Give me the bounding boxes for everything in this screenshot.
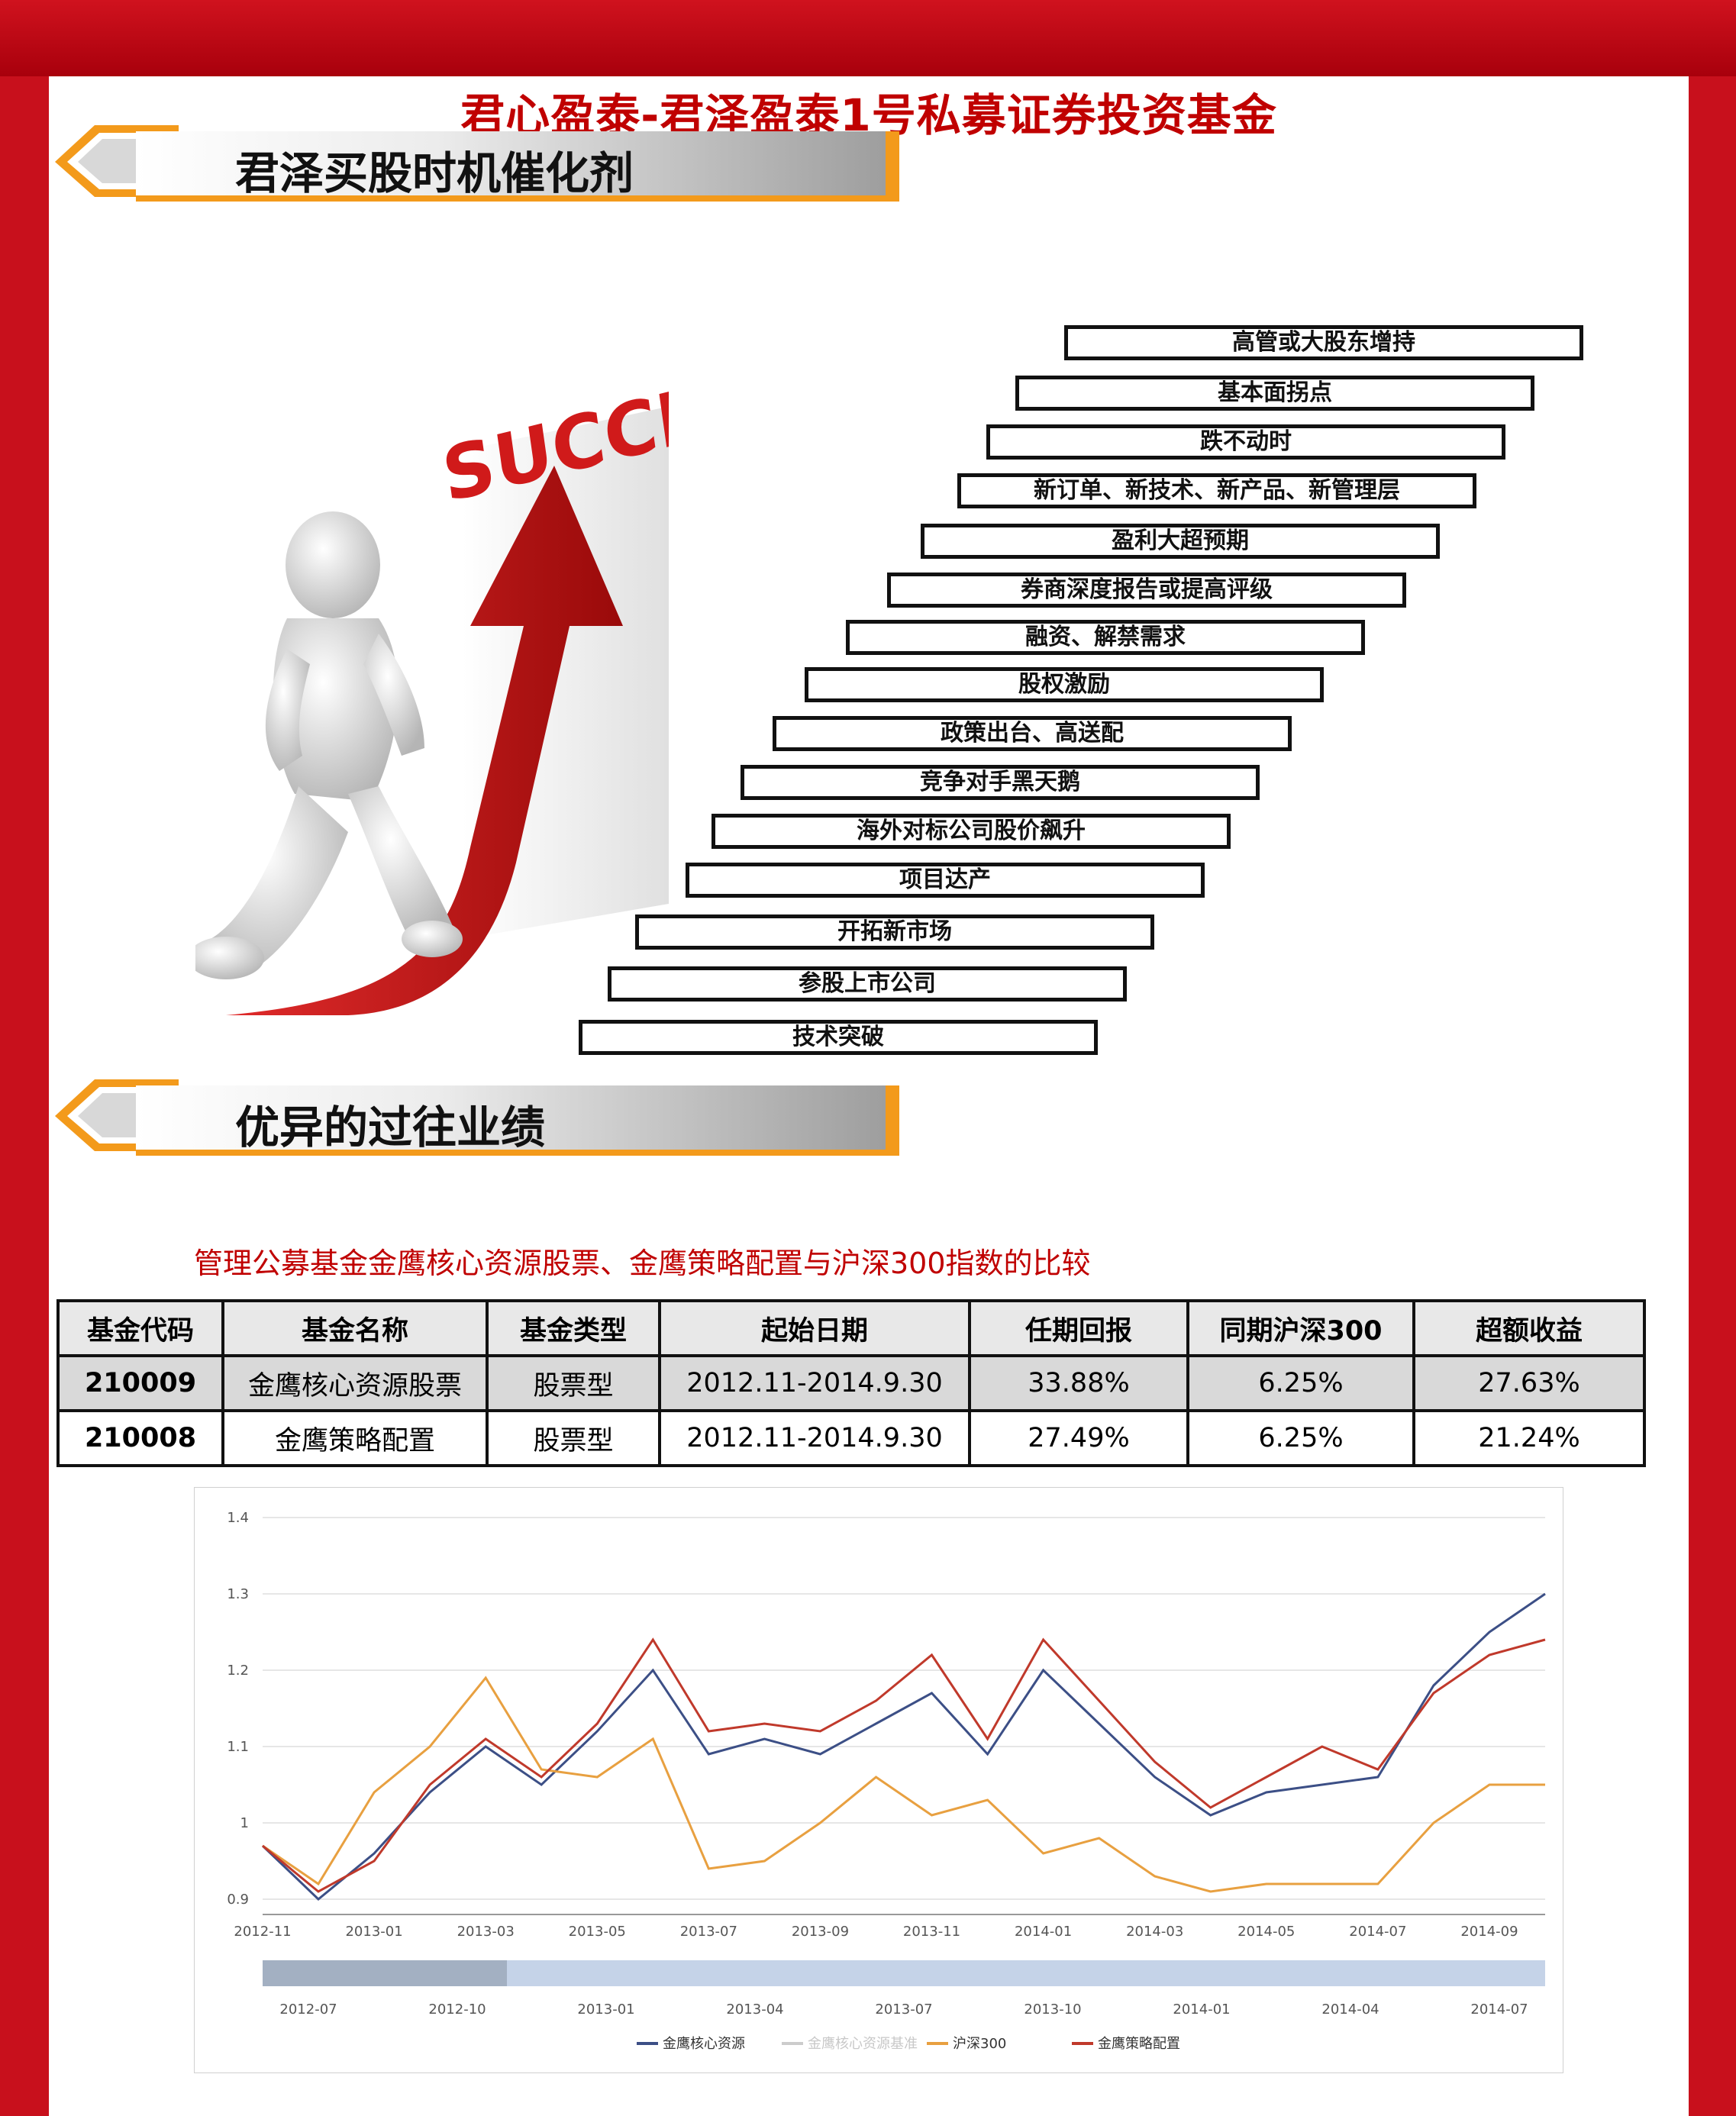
navigator-label: 2013-10 [1024,2001,1081,2018]
start-date-cell: 2012.11-2014.9.30 [658,1409,971,1467]
fund-comparison-table: 基金代码 基金名称 基金类型 起始日期 任期回报 同期沪深300 超额收益 21… [56,1299,1646,1467]
x-tick-label: 2013-09 [792,1924,849,1940]
catalyst-step: 高管或大股东增持 [1064,325,1583,360]
excess-return-cell: 27.63% [1412,1354,1646,1412]
section-header-bar [136,1085,899,1156]
excess-return-cell: 21.24% [1412,1409,1646,1467]
navigator-label: 2012-10 [428,2001,486,2018]
table-row: 210009 金鹰核心资源股票 股票型 2012.11-2014.9.30 33… [56,1354,1646,1412]
catalyst-step: 股权激励 [805,667,1324,702]
navigator-label: 2012-07 [279,2001,337,2018]
series-line [261,1592,1546,1901]
column-header: 超额收益 [1412,1299,1646,1357]
y-tick-label: 1.2 [227,1663,249,1679]
catalyst-step: 融资、解禁需求 [846,620,1365,655]
navigator-label: 2013-07 [875,2001,932,2018]
navigator-label: 2013-04 [726,2001,783,2018]
section-header-bar [136,131,899,202]
performance-line-chart: 1.4 1.3 1.2 1.1 1 0.9 2012-11 2013-01 2013-03 201… [194,1487,1563,2073]
catalyst-step: 海外对标公司股价飙升 [712,814,1231,849]
start-date-cell: 2012.11-2014.9.30 [658,1354,971,1412]
series-line [262,1637,1546,1893]
x-tick-label: 2014-09 [1460,1924,1518,1940]
section-header-catalysts: 君泽买股时机催化剂 [55,118,937,202]
catalyst-step: 政策出台、高送配 [773,716,1292,751]
table-header-row: 基金代码 基金名称 基金类型 起始日期 任期回报 同期沪深300 超额收益 [56,1299,1646,1357]
legend-label: 沪深300 [953,2036,1006,2052]
x-tick-label: 2013-01 [345,1924,402,1940]
legend-label: 金鹰策略配置 [1098,2036,1180,2052]
section-title: 优异的过往业绩 [235,1102,546,1153]
x-tick-label: 2012-11 [234,1924,291,1940]
column-header: 任期回报 [968,1299,1189,1357]
x-tick-label: 2014-03 [1126,1924,1183,1940]
column-header: 同期沪深300 [1186,1299,1415,1357]
top-banner [0,0,1736,76]
column-header: 基金类型 [486,1299,661,1357]
fund-name-cell: 金鹰核心资源股票 [221,1354,489,1412]
x-tick-label: 2013-11 [903,1924,960,1940]
success-illustration: SUCCESS [195,344,669,1015]
catalyst-step: 券商深度报告或提高评级 [887,573,1406,608]
x-tick-label: 2013-07 [680,1924,737,1940]
catalyst-step: 项目达产 [686,863,1205,898]
catalyst-step: 参股上市公司 [608,966,1127,1002]
column-header: 起始日期 [658,1299,971,1357]
x-tick-label: 2014-07 [1349,1924,1406,1940]
hs300-return-cell: 6.25% [1186,1409,1415,1467]
y-tick-label: 0.9 [227,1892,249,1908]
catalyst-step: 盈利大超预期 [921,524,1440,559]
navigator-label: 2014-01 [1173,2001,1230,2018]
x-tick-label: 2013-03 [457,1924,515,1940]
tenure-return-cell: 33.88% [968,1354,1189,1412]
column-header: 基金代码 [56,1299,224,1357]
x-tick-label: 2014-05 [1237,1924,1295,1940]
x-tick-label: 2014-01 [1015,1924,1072,1940]
section-header-performance: 优异的过往业绩 [55,1072,937,1156]
x-tick-label: 2013-05 [569,1924,626,1940]
hs300-return-cell: 6.25% [1186,1354,1415,1412]
y-tick-label: 1.3 [227,1586,249,1602]
fund-type-cell: 股票型 [486,1409,661,1467]
series-line [262,1676,1545,1893]
column-header: 基金名称 [221,1299,489,1357]
legend-label: 金鹰核心资源基准 [808,2036,918,2052]
catalyst-step: 技术突破 [579,1020,1098,1055]
table-row: 210008 金鹰策略配置 股票型 2012.11-2014.9.30 27.4… [56,1409,1646,1467]
fund-name-cell: 金鹰策略配置 [221,1409,489,1467]
tenure-return-cell: 27.49% [968,1409,1189,1467]
page: 君心盈泰-君泽盈泰1号私募证券投资基金 君泽买股时机催化剂 SUCCESS [49,76,1689,2116]
y-tick-label: 1.1 [227,1739,249,1755]
fund-type-cell: 股票型 [486,1354,661,1412]
navigator-handle [263,1960,507,1986]
legend-label: 金鹰核心资源 [663,2036,745,2052]
y-tick-label: 1 [240,1815,249,1831]
navigator-label: 2013-01 [577,2001,634,2018]
comparison-subtitle: 管理公募基金金鹰核心资源股票、金鹰策略配置与沪深300指数的比较 [194,1247,1091,1280]
y-tick-label: 1.4 [227,1510,249,1526]
catalyst-step: 跌不动时 [986,424,1505,460]
fund-code-cell: 210008 [56,1409,224,1467]
catalyst-step: 新订单、新技术、新产品、新管理层 [957,473,1476,508]
section-title: 君泽买股时机催化剂 [235,147,634,199]
navigator-label: 2014-04 [1321,2001,1379,2018]
navigator-label: 2014-07 [1470,2001,1528,2018]
fund-code-cell: 210009 [56,1354,224,1412]
catalyst-step: 竞争对手黑天鹅 [741,765,1260,800]
catalyst-step: 基本面拐点 [1015,376,1534,411]
catalyst-step: 开拓新市场 [635,914,1154,950]
